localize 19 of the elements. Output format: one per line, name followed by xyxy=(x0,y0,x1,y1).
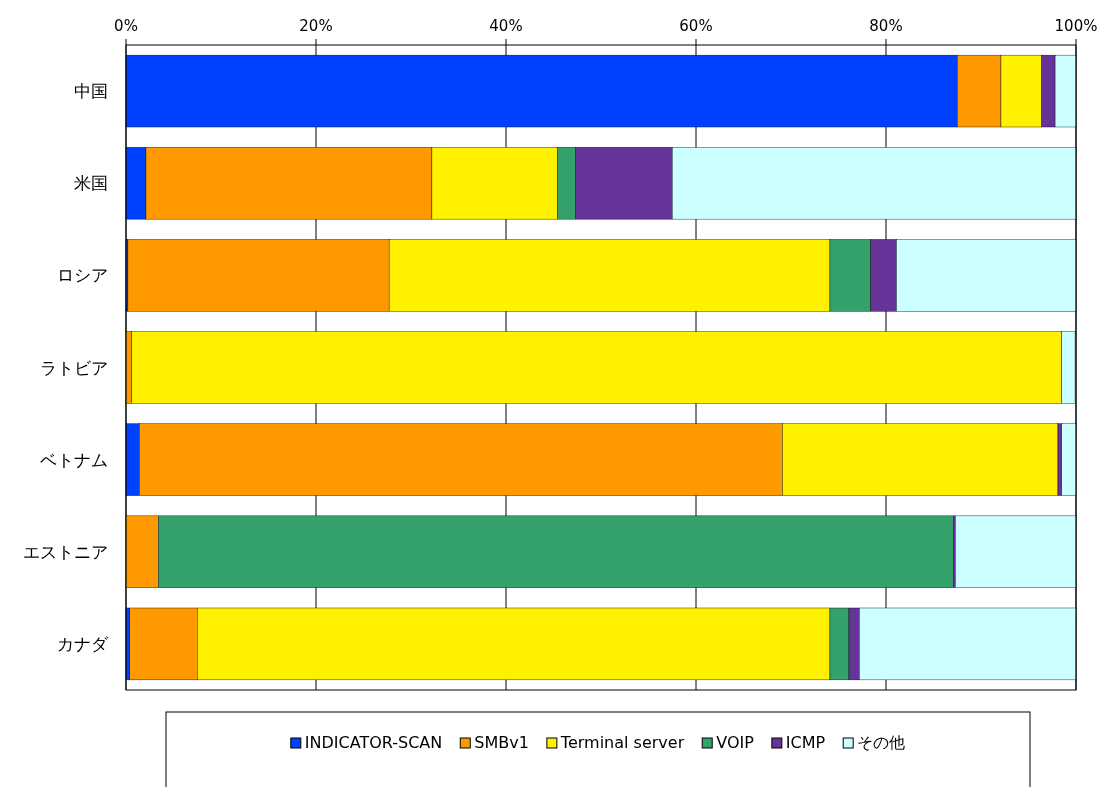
legend-label: SMBv1 xyxy=(474,733,529,752)
x-tick-label: 60% xyxy=(679,17,713,35)
x-tick-label: 100% xyxy=(1054,17,1098,35)
legend-label: ICMP xyxy=(785,733,826,752)
y-tick-label: ロシア xyxy=(57,265,108,286)
y-tick-label: カナダ xyxy=(57,633,109,654)
y-tick-label: ベトナム xyxy=(40,449,108,470)
legend-label: VOIP xyxy=(716,733,755,752)
legend-label: その他 xyxy=(857,733,906,752)
y-tick-label: 中国 xyxy=(74,81,108,102)
legend-label: Terminal server xyxy=(559,733,685,752)
x-tick-label: 20% xyxy=(299,17,333,35)
y-tick-label: 米国 xyxy=(74,173,108,194)
x-tick-label: 80% xyxy=(869,17,903,35)
y-tick-label: ラトビア xyxy=(40,357,108,378)
x-tick-label: 0% xyxy=(114,17,138,35)
y-tick-label: エストニア xyxy=(23,541,108,562)
legend-label: INDICATOR-SCAN xyxy=(304,733,443,752)
x-tick-label: 40% xyxy=(489,17,523,35)
